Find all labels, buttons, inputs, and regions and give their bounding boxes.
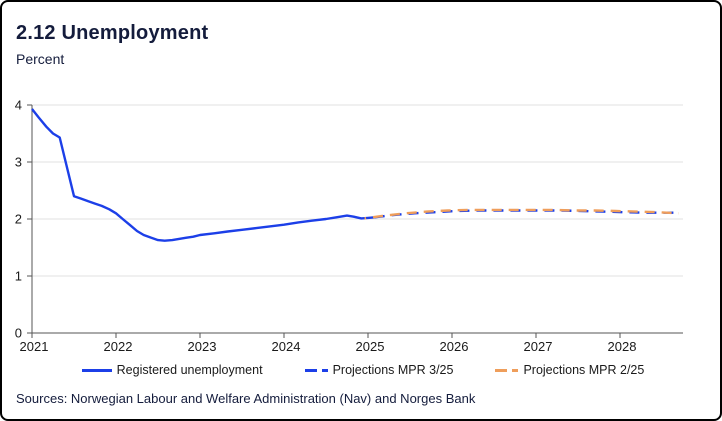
y-tick-label: 3 bbox=[15, 155, 22, 170]
chart-title: 2.12 Unemployment bbox=[16, 22, 209, 44]
projections-mpr-3-25-line-sample bbox=[304, 368, 328, 372]
series-line-2 bbox=[364, 208, 679, 220]
y-tick-label: 1 bbox=[15, 269, 22, 284]
legend-item-projections-mpr-3-25: Projections MPR 3/25 bbox=[304, 363, 454, 377]
legend-label: Registered unemployment bbox=[116, 363, 263, 377]
sources-note: Sources: Norwegian Labour and Welfare Ad… bbox=[16, 391, 476, 406]
x-tick-label: 2025 bbox=[356, 339, 385, 354]
unemployment-chart: 0 1 2 3 4 2021 2022 2023 2024 2025 2026 2027 2028 bbox=[15, 98, 683, 354]
x-tick-label: 2021 bbox=[20, 339, 49, 354]
x-tick-label: 2022 bbox=[104, 339, 133, 354]
x-tick-label: 2024 bbox=[272, 339, 301, 354]
x-tick-label: 2027 bbox=[524, 339, 553, 354]
y-tick-label: 4 bbox=[15, 98, 22, 113]
x-tick-label: 2023 bbox=[188, 339, 217, 354]
projections-mpr-2-25-line-sample bbox=[495, 368, 519, 372]
y-tick-label: 0 bbox=[15, 326, 22, 341]
y-tick-label: 2 bbox=[15, 212, 22, 227]
chart-legend: Registered unemployment Projections MPR … bbox=[2, 363, 720, 377]
legend-label: Projections MPR 3/25 bbox=[332, 363, 454, 377]
legend-item-projections-mpr-2-25: Projections MPR 2/25 bbox=[495, 363, 644, 377]
x-tick-label: 2028 bbox=[608, 339, 637, 354]
legend-item-registered-unemployment: Registered unemployment bbox=[81, 363, 263, 377]
series-line-0 bbox=[31, 108, 375, 242]
legend-label: Projections MPR 2/25 bbox=[523, 363, 645, 377]
chart-subtitle: Percent bbox=[16, 51, 65, 67]
x-tick-label: 2026 bbox=[440, 339, 469, 354]
registered-unemployment-line-sample bbox=[81, 368, 112, 372]
